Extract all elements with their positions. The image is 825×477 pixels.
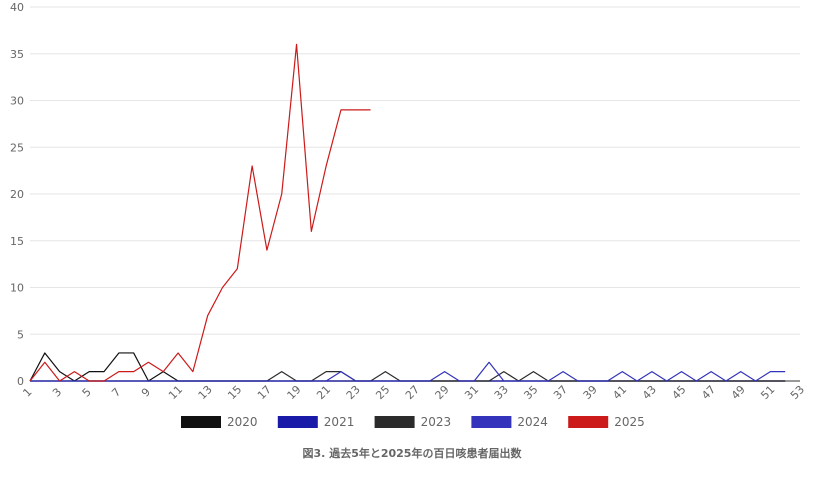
chart-caption: 図3. 過去5年と2025年の百日咳患者届出数: [303, 446, 523, 460]
x-tick-label: 23: [344, 383, 363, 402]
series-line-2025: [29, 43, 371, 382]
legend-item-2024[interactable]: 2024: [471, 415, 548, 429]
legend-label: 2021: [324, 415, 355, 429]
y-tick-label: 10: [10, 282, 24, 295]
y-tick-label: 25: [10, 141, 24, 154]
x-tick-label: 7: [109, 385, 123, 399]
legend-label: 2023: [421, 415, 452, 429]
series-line-2024: [30, 361, 786, 382]
x-tick-label: 29: [433, 383, 452, 402]
y-tick-label: 20: [10, 188, 24, 201]
legend-swatch: [568, 416, 609, 428]
series-line-2023: [30, 371, 786, 382]
y-tick-label: 15: [10, 235, 24, 248]
x-tick-label: 47: [699, 383, 718, 402]
y-tick-label: 0: [17, 375, 24, 388]
legend-swatch: [181, 416, 221, 428]
grid-lines: [30, 6, 800, 335]
series-line-2020: [29, 352, 786, 382]
legend-item-2021[interactable]: 2021: [277, 415, 355, 429]
y-tick-label: 40: [10, 1, 24, 14]
x-tick-label: 45: [670, 383, 689, 402]
x-tick-label: 19: [285, 383, 304, 402]
x-tick-label: 1: [20, 385, 34, 399]
legend-item-2023[interactable]: 2023: [374, 415, 452, 429]
x-tick-label: 9: [139, 385, 153, 399]
legend-item-2025[interactable]: 2025: [568, 415, 645, 429]
x-tick-label: 37: [551, 383, 570, 402]
legend-swatch: [277, 416, 318, 428]
x-tick-label: 53: [788, 383, 807, 402]
x-tick-label: 35: [521, 383, 540, 402]
x-tick-label: 11: [166, 383, 185, 402]
legend-item-2020[interactable]: 2020: [181, 415, 258, 429]
legend-swatch: [374, 416, 415, 428]
legend: 2020 2021 2023 2024 2025: [181, 415, 645, 429]
x-tick-label: 25: [373, 383, 392, 402]
x-tick-label: 15: [225, 383, 244, 402]
legend-swatch: [471, 416, 512, 428]
x-tick-label: 17: [255, 383, 274, 402]
legend-label: 2025: [614, 415, 645, 429]
series-lines: [29, 43, 786, 382]
x-tick-label: 31: [462, 383, 481, 402]
x-tick-label: 21: [314, 383, 333, 402]
legend-label: 2020: [227, 415, 258, 429]
legend-label: 2024: [517, 415, 548, 429]
x-tick-label: 13: [196, 383, 215, 402]
x-tick-label: 27: [403, 383, 422, 402]
x-tick-label: 51: [758, 383, 777, 402]
y-tick-label: 5: [17, 328, 24, 341]
x-tick-label: 33: [492, 383, 511, 402]
x-tick-label: 5: [80, 385, 94, 399]
x-tick-label: 41: [610, 383, 629, 402]
y-tick-label: 30: [10, 95, 24, 108]
x-tick-label: 3: [50, 385, 64, 399]
y-tick-label: 35: [10, 48, 24, 61]
x-tick-label: 39: [581, 383, 600, 402]
x-tick-label: 43: [640, 383, 659, 402]
x-tick-label: 49: [729, 383, 748, 402]
